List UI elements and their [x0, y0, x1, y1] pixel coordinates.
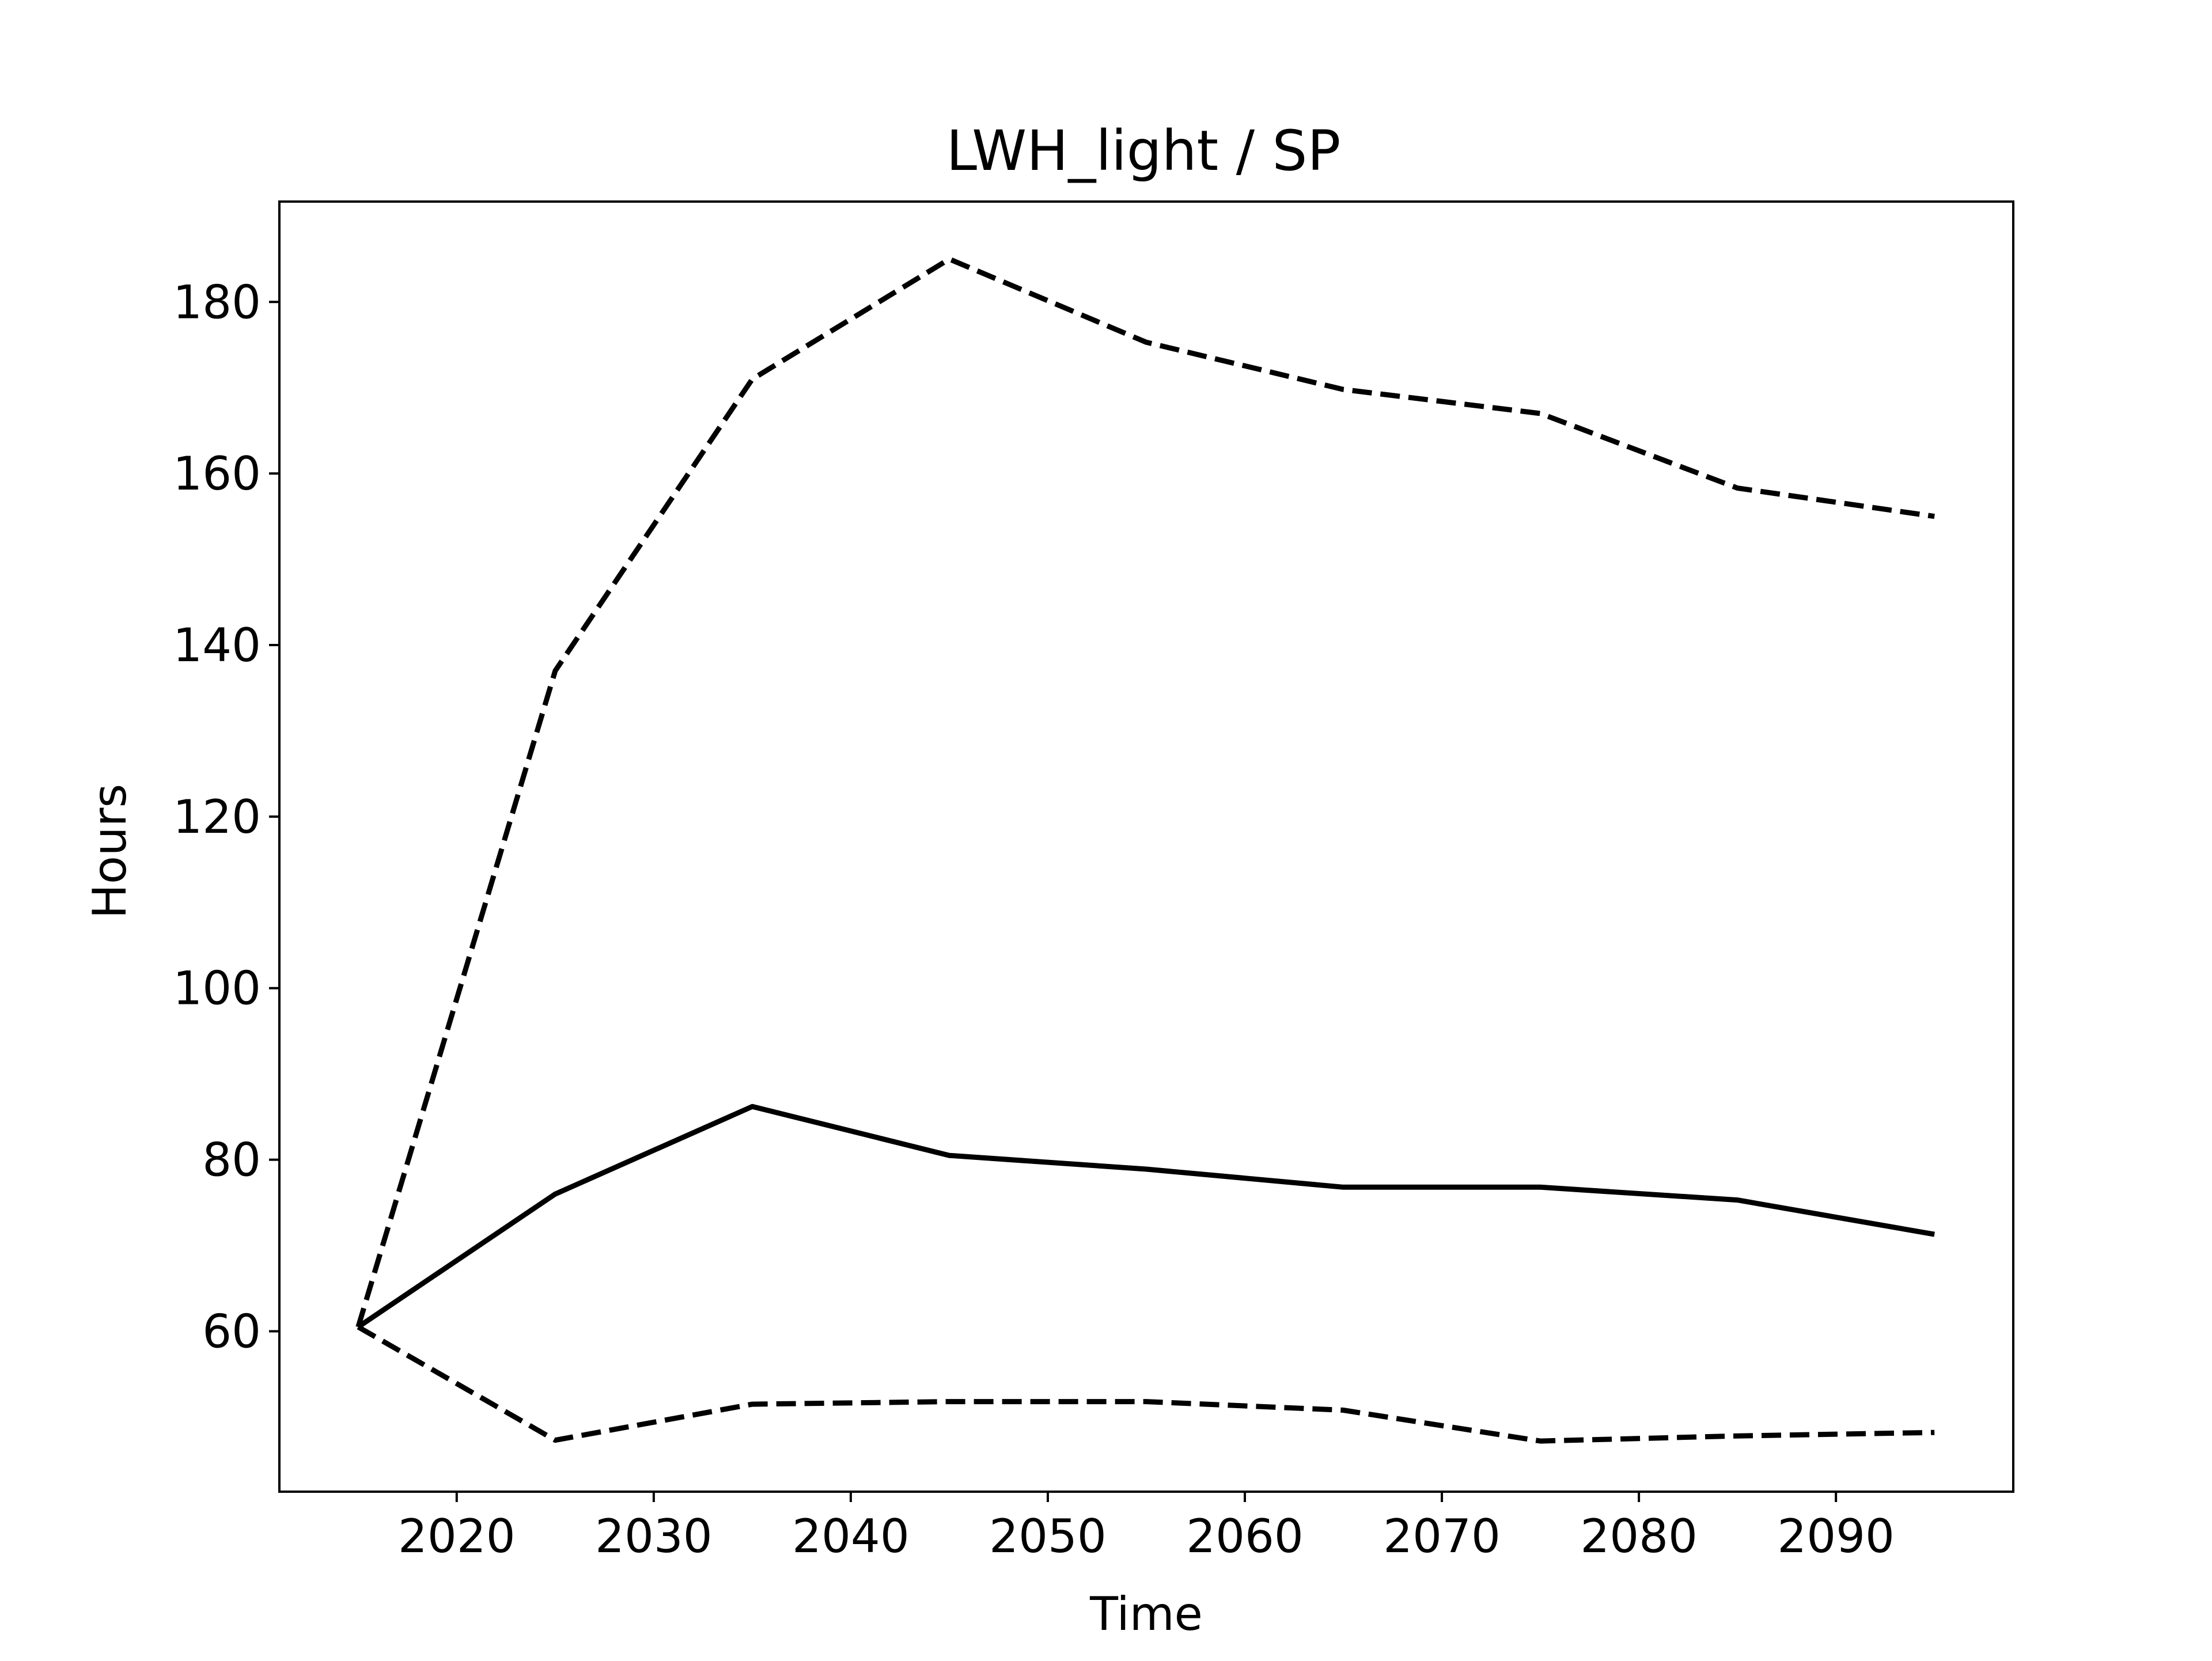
- x-axis-label: Time: [1089, 1587, 1203, 1641]
- chart-title: LWH_light / SP: [946, 119, 1341, 183]
- series-line-2: [355, 256, 1935, 1328]
- y-tick-label: 80: [202, 1133, 261, 1187]
- x-tick-label: 2050: [989, 1510, 1107, 1563]
- x-axis-ticks: 2020 2030 2040 2050 2060 2070 2080 2090: [398, 1492, 1895, 1563]
- y-tick-label: 100: [173, 962, 261, 1015]
- y-tick-label: 140: [173, 619, 261, 672]
- y-axis-ticks: 60 80 100 120 140 160 180: [173, 275, 279, 1358]
- plot-frame: [278, 200, 2014, 1493]
- series-line-1: [357, 1103, 1935, 1329]
- x-tick-label: 2030: [595, 1510, 713, 1563]
- y-tick-label: 180: [173, 275, 261, 329]
- series-line-3: [357, 1325, 1935, 1444]
- y-tick-label: 160: [173, 447, 261, 500]
- y-tick-label: 120: [173, 790, 261, 844]
- plot-area: [355, 256, 1935, 1444]
- y-axis-label: Hours: [83, 784, 137, 919]
- x-tick-label: 2080: [1580, 1510, 1698, 1563]
- x-tick-label: 2090: [1777, 1510, 1895, 1563]
- x-tick-label: 2070: [1383, 1510, 1501, 1563]
- x-tick-label: 2040: [792, 1510, 910, 1563]
- y-tick-label: 60: [202, 1304, 261, 1358]
- x-tick-label: 2020: [398, 1510, 516, 1563]
- x-tick-label: 2060: [1186, 1510, 1304, 1563]
